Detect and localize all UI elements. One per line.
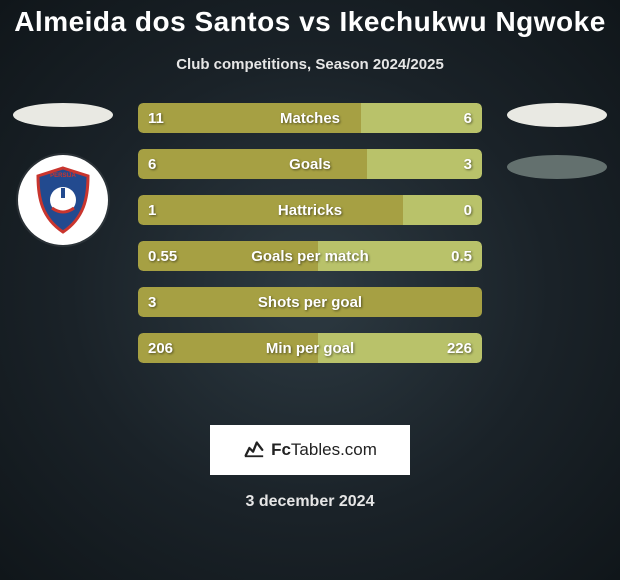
stats-bars: Matches116Goals63Hattricks10Goals per ma…: [138, 103, 482, 363]
chart-icon: [243, 437, 265, 464]
stat-bar: Hattricks10: [138, 195, 482, 225]
player-right-photo-placeholder: [507, 103, 607, 127]
page-title: Almeida dos Santos vs Ikechukwu Ngwoke: [0, 0, 620, 38]
stat-value-left: 1: [138, 195, 166, 225]
content: Almeida dos Santos vs Ikechukwu Ngwoke C…: [0, 0, 620, 580]
brand-badge: FcTables.com: [210, 425, 410, 475]
club-badge-left: PERSIJA: [18, 155, 108, 245]
player-left-photo-placeholder: [13, 103, 113, 127]
stat-bar: Matches116: [138, 103, 482, 133]
brand-prefix: Fc: [271, 440, 291, 459]
stat-value-left: 3: [138, 287, 166, 317]
player-right-col: [502, 103, 612, 179]
brand-suffix: Tables.com: [291, 440, 377, 459]
comparison-area: PERSIJA Matches116Goals63Hattricks10Goal…: [0, 103, 620, 403]
badge-top-text: PERSIJA: [50, 173, 76, 179]
stat-bar: Goals63: [138, 149, 482, 179]
stat-value-right: [462, 287, 482, 317]
stat-bar-left-segment: [138, 287, 482, 317]
stat-value-left: 0.55: [138, 241, 187, 271]
brand-text: FcTables.com: [271, 440, 377, 460]
stat-value-right: 0: [454, 195, 482, 225]
club-badge-right-placeholder: [507, 155, 607, 179]
stat-bar: Min per goal206226: [138, 333, 482, 363]
stat-bar: Goals per match0.550.5: [138, 241, 482, 271]
stat-value-left: 6: [138, 149, 166, 179]
shield-icon: PERSIJA: [34, 166, 92, 234]
stat-value-left: 11: [138, 103, 174, 133]
page-subtitle: Club competitions, Season 2024/2025: [0, 56, 620, 73]
date-label: 3 december 2024: [0, 493, 620, 511]
stat-value-right: 226: [437, 333, 482, 363]
stat-value-right: 3: [454, 149, 482, 179]
stat-value-right: 6: [454, 103, 482, 133]
stat-value-left: 206: [138, 333, 183, 363]
stat-bar-left-segment: [138, 195, 403, 225]
stat-bar: Shots per goal3: [138, 287, 482, 317]
stat-bar-left-segment: [138, 149, 367, 179]
player-left-col: PERSIJA: [8, 103, 118, 245]
stat-value-right: 0.5: [441, 241, 482, 271]
